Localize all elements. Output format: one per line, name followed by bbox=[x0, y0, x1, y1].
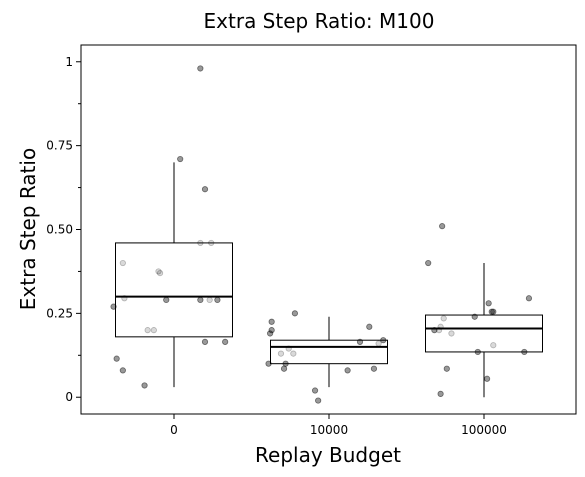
data-point bbox=[268, 327, 275, 334]
data-point bbox=[150, 327, 157, 334]
data-point bbox=[206, 296, 213, 304]
data-point bbox=[197, 239, 204, 247]
data-point bbox=[265, 360, 272, 367]
x-tick-label: 10000 bbox=[310, 423, 348, 437]
data-point bbox=[119, 259, 126, 267]
data-point bbox=[201, 338, 209, 345]
data-point bbox=[197, 296, 204, 304]
x-tick-label: 0 bbox=[170, 423, 178, 437]
data-point bbox=[155, 268, 162, 275]
data-point bbox=[485, 300, 492, 307]
data-point bbox=[110, 303, 117, 310]
data-point bbox=[266, 330, 274, 337]
data-point bbox=[156, 270, 164, 277]
data-point bbox=[163, 296, 170, 304]
y-tick-label: 1 bbox=[65, 55, 73, 69]
data-point bbox=[344, 367, 351, 374]
data-point bbox=[443, 365, 450, 372]
data-point bbox=[144, 327, 151, 334]
y-axis-label: Extra Step Ratio bbox=[16, 148, 40, 310]
data-point bbox=[490, 342, 497, 349]
data-point bbox=[356, 338, 364, 345]
x-axis-label: Replay Budget bbox=[255, 443, 401, 467]
data-point bbox=[380, 337, 387, 344]
box bbox=[270, 339, 388, 365]
data-point bbox=[201, 186, 209, 193]
plot-area: 0 0.25 0.50 0.75 1 0 10000 100000 bbox=[46, 55, 543, 437]
chart-title: Extra Step Ratio: M100 bbox=[204, 9, 435, 33]
data-point bbox=[121, 295, 128, 302]
y-tick-label: 0.75 bbox=[46, 139, 73, 153]
data-point bbox=[290, 350, 297, 357]
data-point bbox=[141, 382, 148, 389]
data-point bbox=[525, 295, 533, 302]
data-point bbox=[113, 355, 120, 362]
data-point bbox=[483, 375, 491, 382]
data-point bbox=[375, 340, 382, 347]
data-point bbox=[448, 330, 455, 337]
data-point bbox=[177, 155, 184, 163]
data-point bbox=[214, 296, 221, 304]
data-point bbox=[370, 365, 378, 372]
data-point bbox=[277, 350, 285, 357]
data-point bbox=[435, 327, 443, 334]
data-point bbox=[291, 310, 298, 317]
data-point bbox=[425, 259, 432, 267]
data-point bbox=[437, 390, 444, 397]
box bbox=[425, 314, 543, 353]
box bbox=[115, 242, 233, 338]
y-tick-label: 0 bbox=[65, 390, 73, 404]
data-point bbox=[315, 397, 322, 404]
data-point bbox=[471, 313, 478, 320]
data-point bbox=[474, 348, 481, 356]
data-point bbox=[437, 323, 444, 330]
y-tick-label: 0.25 bbox=[46, 306, 73, 320]
data-point bbox=[521, 348, 528, 356]
data-point bbox=[440, 315, 447, 322]
data-point bbox=[366, 323, 373, 330]
data-point bbox=[282, 360, 289, 367]
data-point bbox=[119, 367, 126, 374]
data-point bbox=[490, 308, 497, 315]
data-point bbox=[280, 365, 288, 372]
data-point bbox=[439, 223, 446, 230]
data-point bbox=[222, 338, 229, 345]
data-point bbox=[268, 318, 275, 325]
data-point bbox=[488, 308, 495, 315]
plot-frame bbox=[80, 44, 577, 415]
y-tick-label: 0.50 bbox=[46, 223, 73, 237]
data-point bbox=[197, 65, 204, 72]
x-tick-label: 100000 bbox=[461, 423, 507, 437]
data-point bbox=[285, 345, 292, 352]
data-point bbox=[311, 387, 319, 394]
data-point bbox=[431, 327, 438, 334]
data-point bbox=[208, 239, 215, 247]
